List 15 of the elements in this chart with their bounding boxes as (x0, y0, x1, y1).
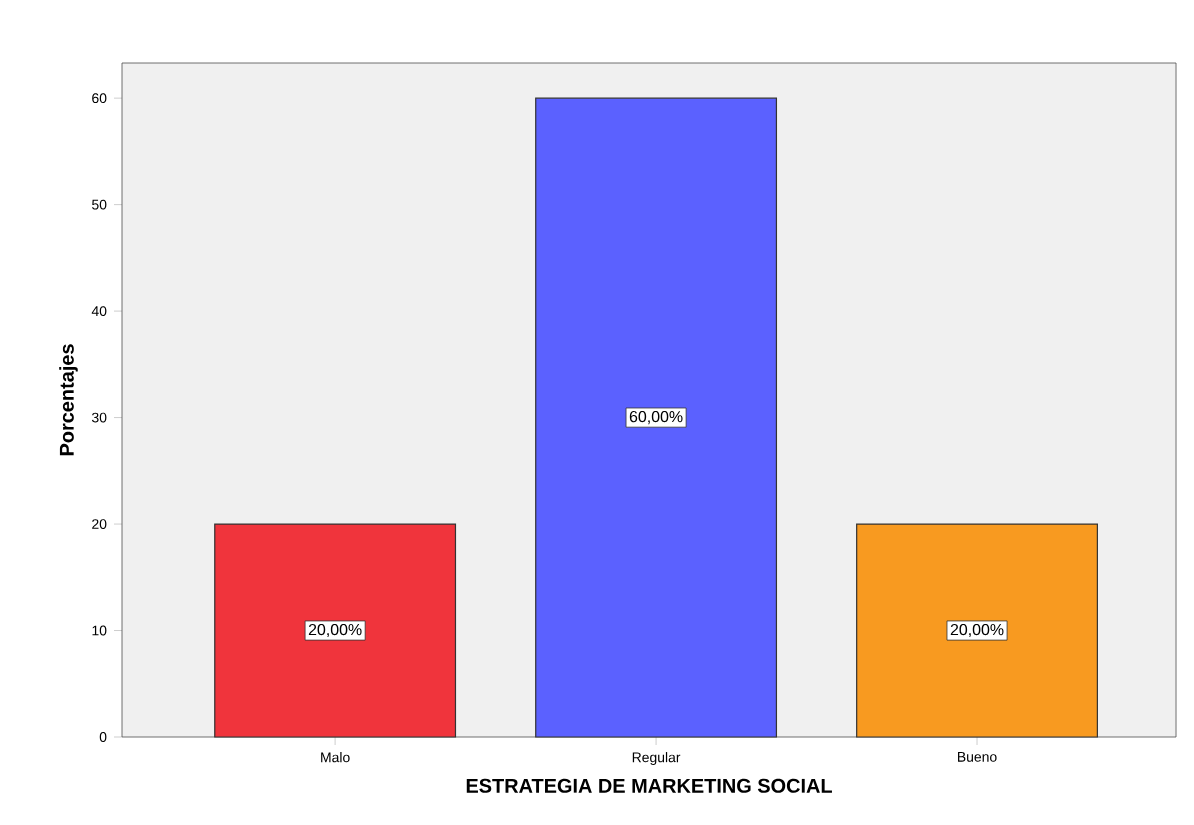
y-tick-label: 10 (92, 625, 107, 636)
y-tick-label: 50 (92, 199, 107, 210)
data-label: 60,00% (629, 410, 683, 425)
data-label: 20,00% (950, 623, 1004, 638)
y-tick-label: 0 (99, 732, 107, 742)
x-axis-title: ESTRATEGIA DE MARKETING SOCIAL (466, 778, 832, 793)
y-tick-label: 60 (92, 93, 107, 104)
y-tick-label: 30 (91, 412, 107, 423)
x-tick-label: Malo (321, 752, 350, 763)
x-tick-label: Bueno (958, 752, 997, 762)
x-tick-label: Regular (632, 752, 681, 766)
y-axis-title: Porcentajes (59, 344, 78, 456)
y-tick-label: 20 (92, 519, 107, 529)
y-tick-label: 40 (91, 306, 107, 317)
data-label: 20,00% (308, 623, 362, 638)
